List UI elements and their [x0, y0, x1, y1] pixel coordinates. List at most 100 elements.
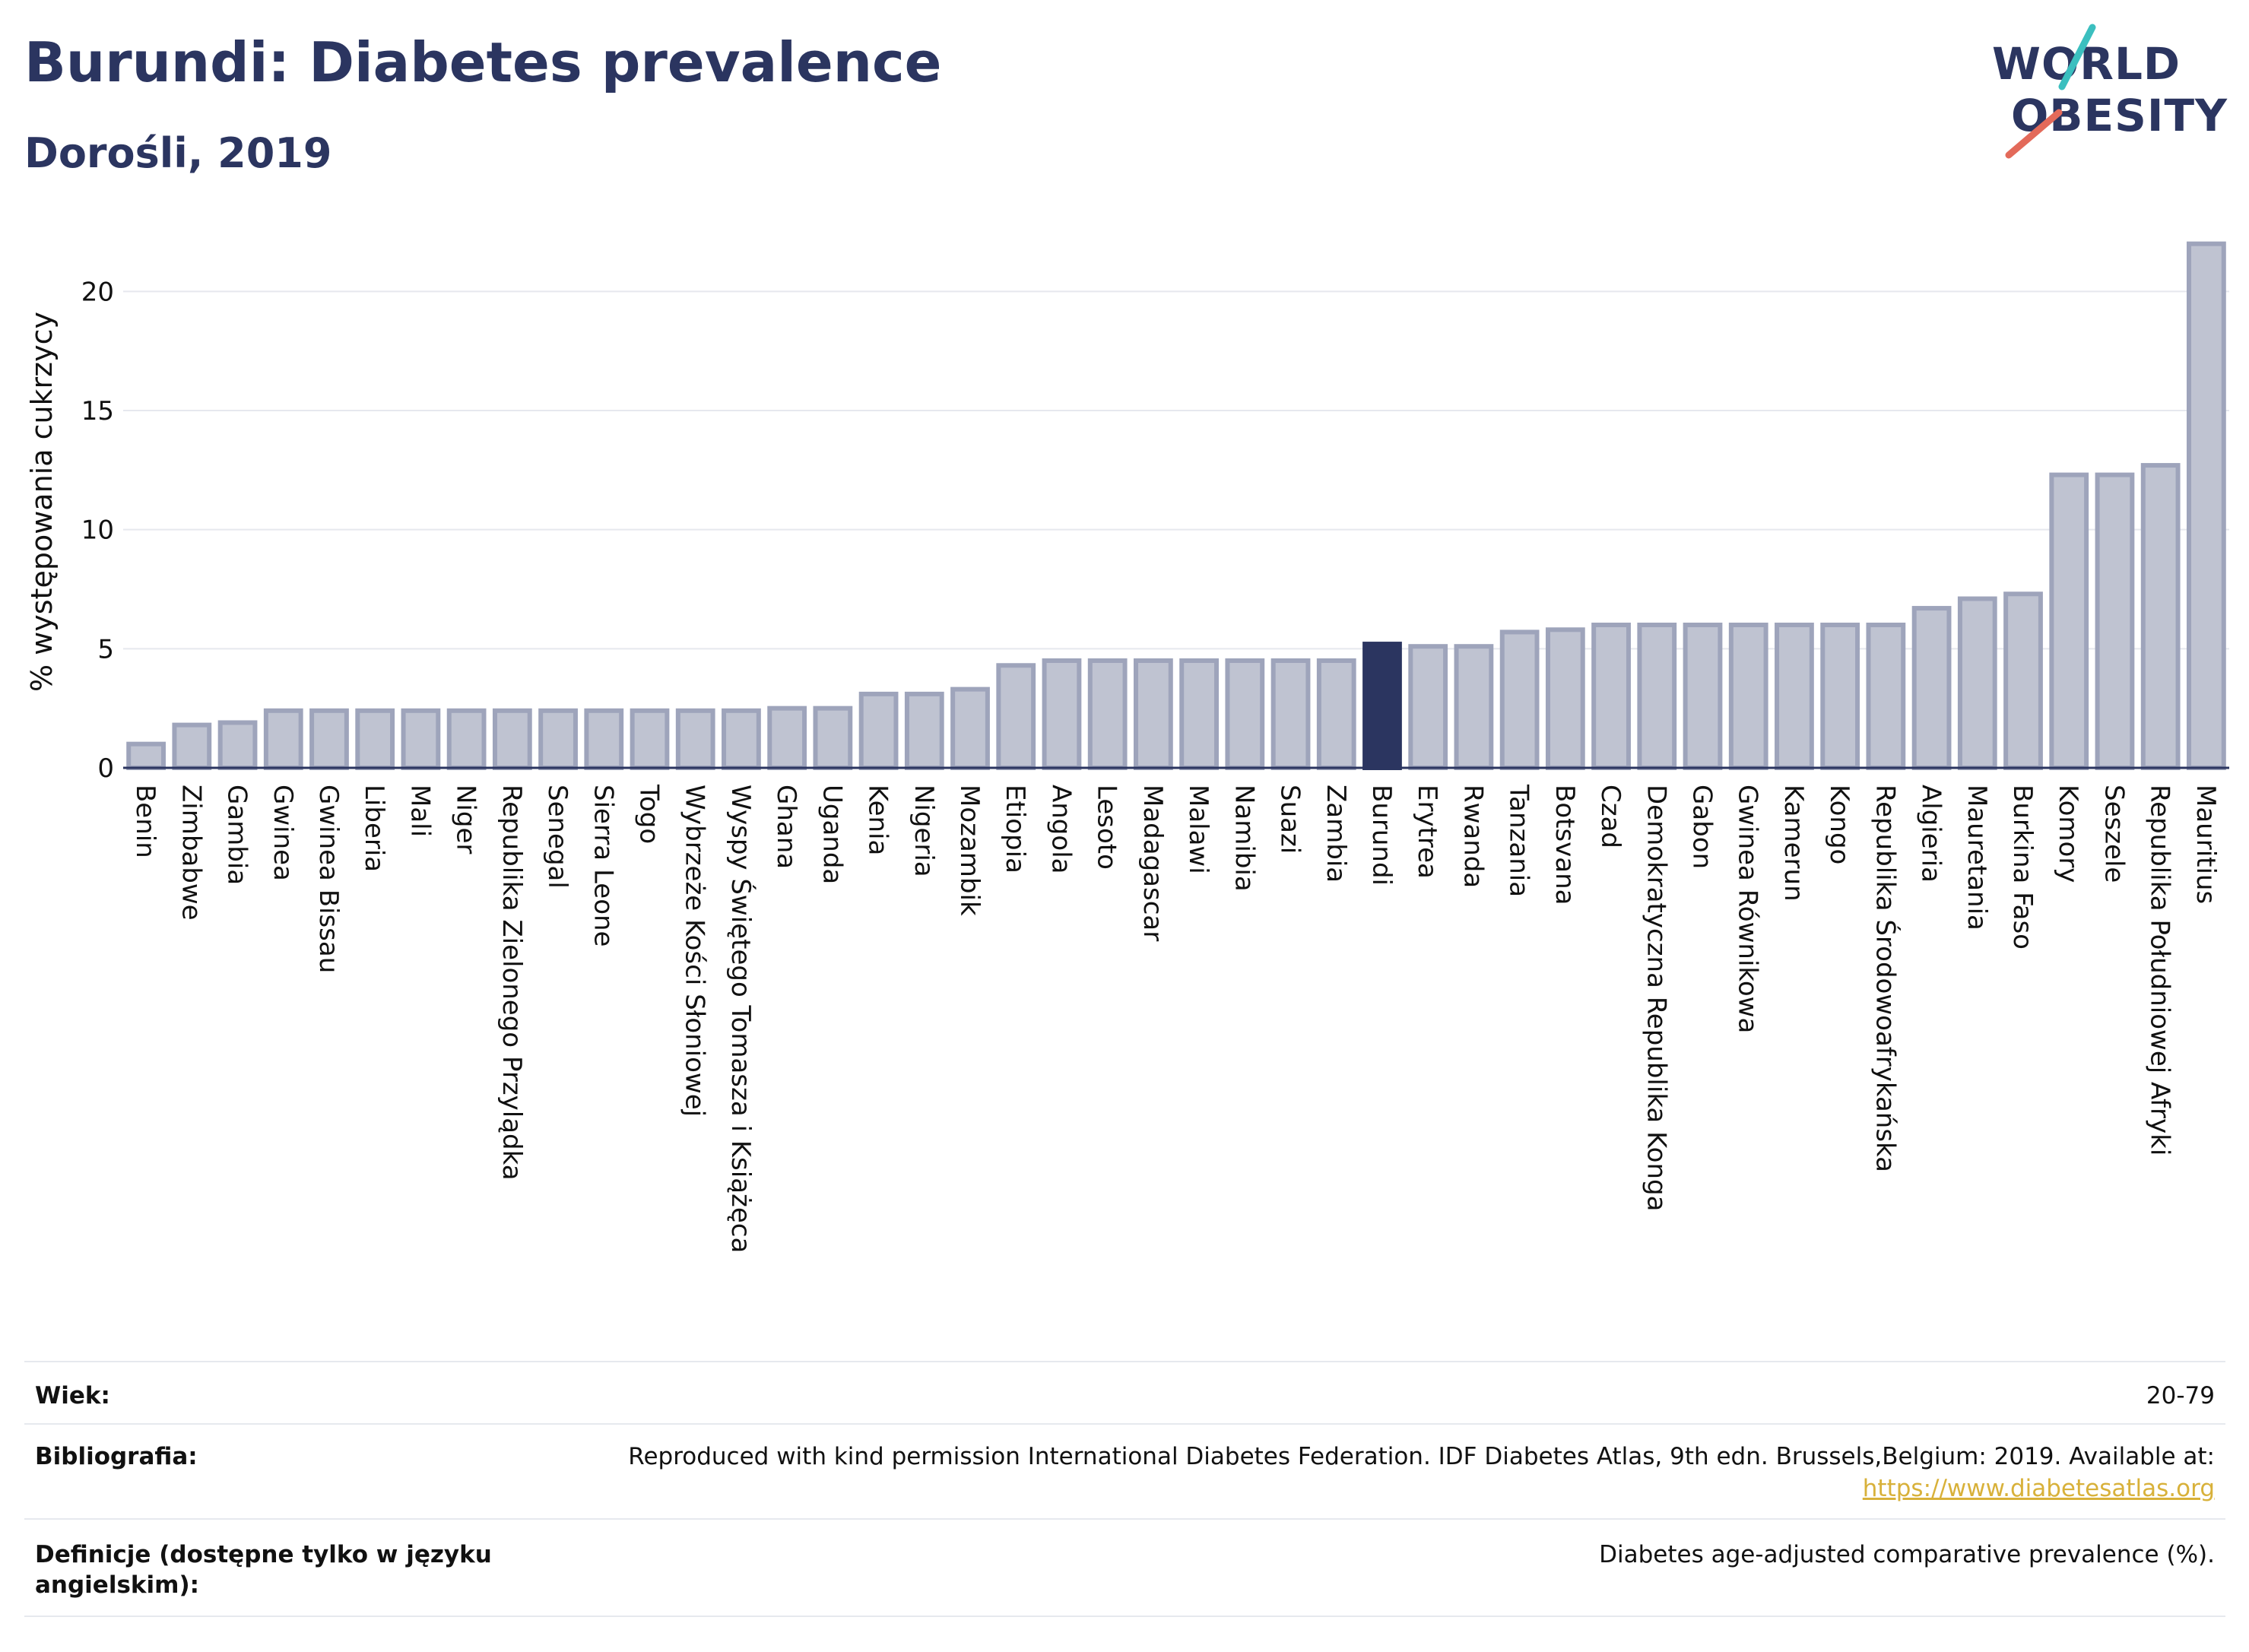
x-tick-label: Czad: [1595, 785, 1626, 848]
x-tick-label: Demokratyczna Republika Konga: [1641, 785, 1671, 1211]
bar-gwinea-równikowa[interactable]: [1728, 623, 1768, 770]
x-tick-label: Nigeria: [909, 785, 939, 877]
x-tick-label: Algieria: [1916, 785, 1946, 883]
bar-kenia[interactable]: [858, 691, 899, 770]
bar-mali[interactable]: [401, 708, 441, 770]
bar-nigeria[interactable]: [904, 691, 944, 770]
bar-benin[interactable]: [126, 741, 166, 771]
bar-demokratyczna-republika-konga[interactable]: [1637, 623, 1677, 770]
bibliography-link[interactable]: https://www.diabetesatlas.org: [1862, 1475, 2215, 1502]
bar-wybrzeże-kości-słoniowej[interactable]: [675, 708, 715, 770]
world-obesity-logo[interactable]: WORLD OBESITY: [1977, 23, 2235, 160]
bar-zimbabwe[interactable]: [172, 722, 212, 770]
bar-mauritius[interactable]: [2187, 241, 2226, 770]
bar-republika-środowoafrykańska[interactable]: [1866, 623, 1906, 770]
x-tick-label: Komory: [2053, 785, 2083, 883]
bar-rwanda[interactable]: [1454, 644, 1494, 771]
bar-gwinea[interactable]: [263, 708, 303, 770]
bar-madagascar[interactable]: [1134, 658, 1173, 770]
axis-labels: 0 5 10 15 20 Benin Zimbabwe Gambia Gwinea Gwinea …: [25, 277, 2221, 1253]
bar-gabon[interactable]: [1683, 623, 1723, 770]
x-tick-label: Kongo: [1824, 785, 1854, 864]
x-tick-label: Gwinea Bissau: [313, 785, 344, 973]
bar-suazi[interactable]: [1270, 658, 1311, 770]
bar-burkina-faso[interactable]: [2003, 591, 2043, 770]
bar-lesoto[interactable]: [1087, 658, 1128, 770]
x-tick-label: Burundi: [1366, 785, 1397, 886]
bar-seszele[interactable]: [2095, 472, 2135, 770]
bibliography-text: Reproduced with kind permission Internat…: [628, 1443, 2215, 1470]
bar-gwinea-bissau[interactable]: [309, 708, 349, 770]
bar-togo[interactable]: [630, 708, 670, 770]
bar-burundi[interactable]: [1362, 642, 1402, 770]
x-tick-label: Gambia: [222, 785, 252, 885]
x-tick-label: Zambia: [1321, 785, 1351, 883]
x-tick-label: Uganda: [817, 785, 847, 884]
logo-slash-icon: [2005, 24, 2096, 159]
age-label: Wiek:: [35, 1382, 110, 1409]
x-tick-label: Republika Południowej Afryki: [2145, 785, 2175, 1156]
x-tick-label: Mali: [404, 785, 435, 837]
bar-malawi[interactable]: [1179, 658, 1219, 770]
age-value: 20-79: [2146, 1382, 2215, 1409]
bar-etiopia[interactable]: [996, 663, 1036, 770]
bar-senegal[interactable]: [538, 708, 578, 770]
meta-row-definition: Definicje (dostępne tylko w języku angie…: [24, 1518, 2225, 1617]
x-tick-label: Suazi: [1275, 785, 1305, 854]
y-tick-label: 20: [81, 277, 114, 307]
bar-gambia[interactable]: [217, 720, 258, 771]
bar-kongo[interactable]: [1820, 623, 1860, 770]
bar-algieria[interactable]: [1911, 606, 1952, 770]
definition-label-line-2: angielskim):: [35, 1571, 200, 1599]
x-tick-label: Wybrzeże Kości Słoniowej: [680, 785, 710, 1117]
x-tick-label: Gwinea Równikowa: [1733, 785, 1763, 1033]
x-tick-label: Tanzania: [1504, 784, 1534, 897]
bar-chart: 0 5 10 15 20 Benin Zimbabwe Gambia Gwinea Gwinea …: [25, 241, 2229, 1253]
x-tick-label: Sierra Leone: [588, 785, 618, 946]
bar-sierra-leone[interactable]: [584, 708, 624, 770]
x-tick-label: Benin: [130, 785, 160, 858]
bar-liberia[interactable]: [355, 708, 395, 770]
page-subtitle: Dorośli, 2019: [24, 129, 332, 177]
x-tick-label: Angola: [1045, 785, 1076, 874]
x-tick-label: Erytrea: [1412, 785, 1442, 879]
bar-erytrea[interactable]: [1408, 644, 1448, 771]
page-title: Burundi: Diabetes prevalence: [24, 30, 942, 94]
x-tick-label: Rwanda: [1458, 785, 1488, 888]
bar-botsvana[interactable]: [1545, 627, 1585, 770]
bibliography-label: Bibliografia:: [35, 1443, 198, 1470]
x-tick-label: Zimbabwe: [176, 785, 206, 921]
x-tick-label: Gabon: [1687, 785, 1718, 869]
bar-wyspy-świętego-tomasza-i-książęca[interactable]: [722, 708, 761, 770]
x-tick-label: Namibia: [1229, 785, 1259, 892]
bar-kamerun[interactable]: [1775, 623, 1814, 770]
bar-czad[interactable]: [1591, 623, 1631, 770]
y-tick-label: 0: [97, 753, 114, 784]
bar-ghana[interactable]: [767, 706, 807, 771]
bar-republika-południowej-afryki[interactable]: [2140, 463, 2181, 770]
bar-mozambik[interactable]: [950, 686, 990, 770]
x-tick-label: Senegal: [542, 785, 573, 889]
bar-zambia[interactable]: [1316, 658, 1356, 770]
bar-mauretania[interactable]: [1957, 596, 1997, 770]
bar-republika-zielonego-przylądka[interactable]: [492, 708, 532, 770]
bar-komory[interactable]: [2049, 472, 2089, 770]
x-tick-label: Etiopia: [1000, 785, 1030, 874]
bar-niger[interactable]: [446, 708, 487, 770]
bar-namibia[interactable]: [1225, 658, 1265, 770]
bar-angola[interactable]: [1042, 658, 1082, 770]
x-tick-label: Republika Zielonego Przylądka: [496, 785, 527, 1181]
y-tick-label: 5: [97, 634, 114, 664]
x-tick-label: Malawi: [1183, 785, 1213, 874]
logo-line-2: OBESITY: [2011, 90, 2228, 141]
x-tick-label: Seszele: [2098, 785, 2129, 883]
x-tick-label: Madagascar: [1137, 785, 1168, 941]
metadata-table: Wiek: 20-79 Bibliografia: Reproduced wit…: [24, 1361, 2225, 1619]
x-tick-label: Kenia: [863, 785, 893, 855]
definition-value: Diabetes age-adjusted comparative preval…: [1599, 1541, 2215, 1568]
x-tick-label: Togo: [634, 784, 665, 844]
x-tick-label: Wyspy Świętego Tomasza i Książęca: [725, 785, 757, 1253]
bar-uganda[interactable]: [813, 706, 853, 771]
bar-tanzania[interactable]: [1499, 629, 1540, 771]
x-tick-label: Niger: [451, 785, 481, 854]
